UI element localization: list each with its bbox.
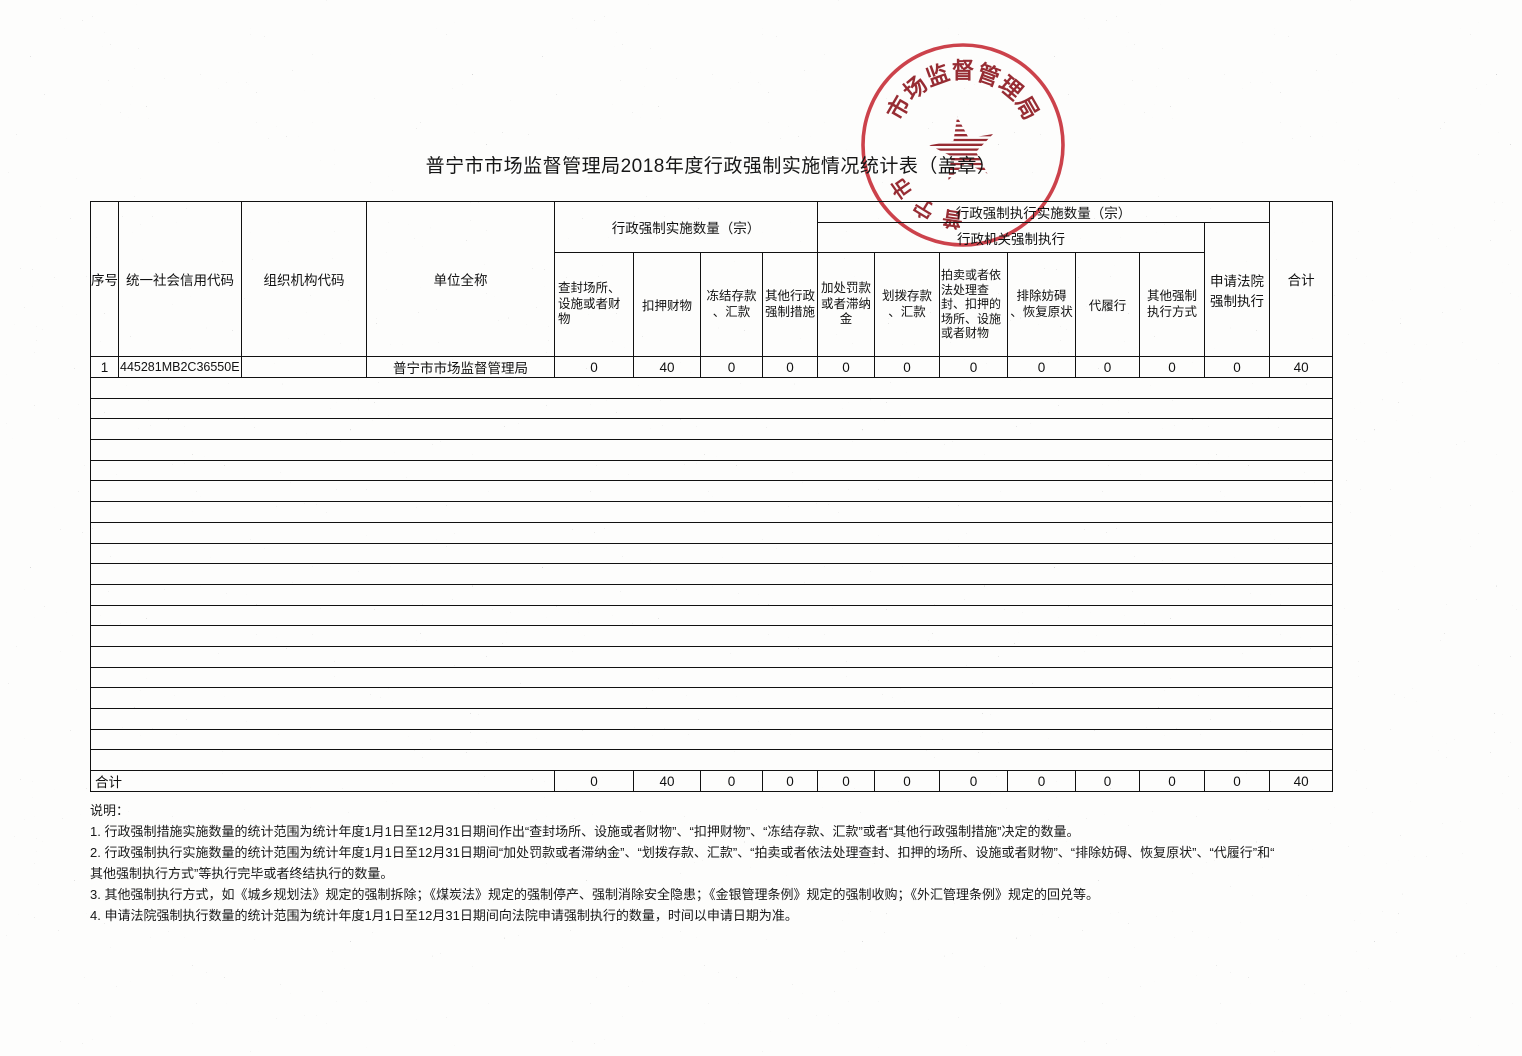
- svg-text:督: 督: [952, 59, 975, 84]
